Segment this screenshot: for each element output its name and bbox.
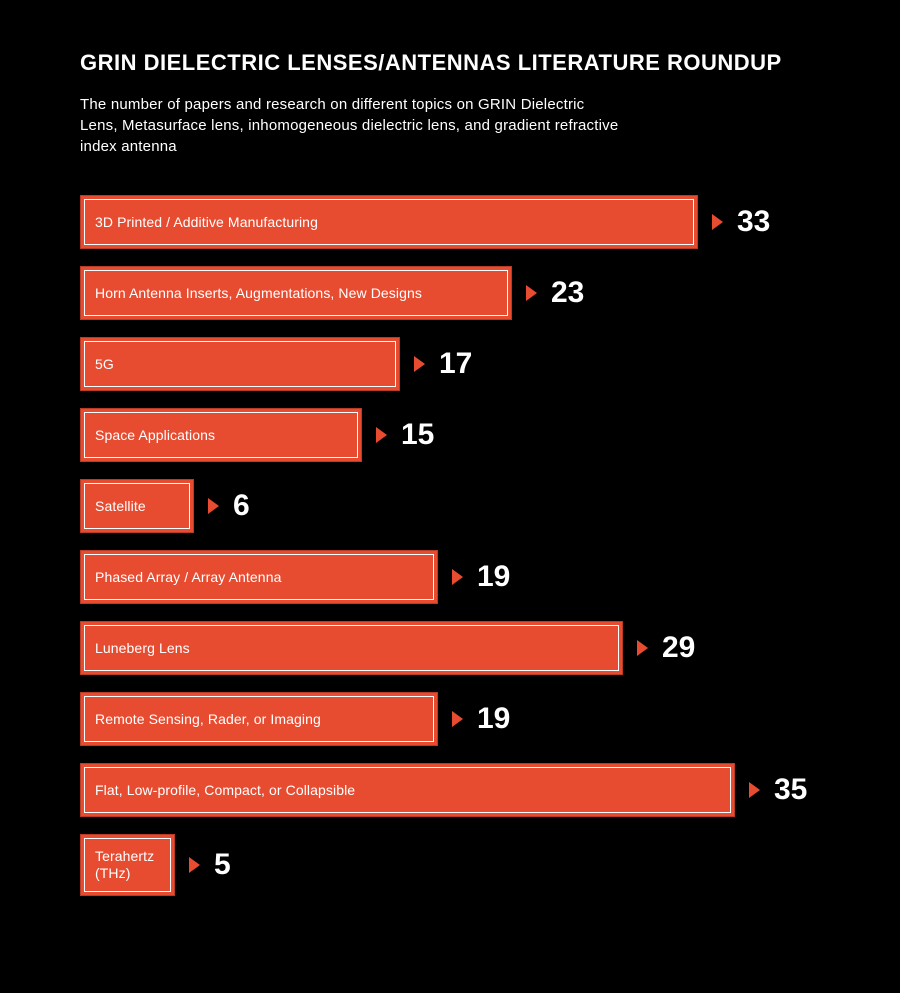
bar-row: Horn Antenna Inserts, Augmentations, New…: [80, 266, 830, 320]
bar-value: 19: [477, 560, 510, 594]
bar: Satellite: [80, 479, 194, 533]
bar-value: 6: [233, 489, 250, 523]
bar: 5G: [80, 337, 400, 391]
arrow-icon: [414, 356, 425, 372]
page-title: GRIN DIELECTRIC LENSES/ANTENNAS LITERATU…: [80, 50, 830, 76]
chart-container: GRIN DIELECTRIC LENSES/ANTENNAS LITERATU…: [0, 0, 900, 936]
bar-row: Flat, Low-profile, Compact, or Collapsib…: [80, 763, 830, 817]
bar-row: Satellite 6: [80, 479, 830, 533]
arrow-icon: [712, 214, 723, 230]
bar: Phased Array / Array Antenna: [80, 550, 438, 604]
arrow-icon: [452, 569, 463, 585]
bar-value: 19: [477, 702, 510, 736]
arrow-icon: [526, 285, 537, 301]
bar-value: 17: [439, 347, 472, 381]
bar: Luneberg Lens: [80, 621, 623, 675]
bar-value: 35: [774, 773, 807, 807]
bar: Terahertz (THz): [80, 834, 175, 896]
bar-row: Phased Array / Array Antenna 19: [80, 550, 830, 604]
bar-value: 5: [214, 848, 231, 882]
arrow-icon: [749, 782, 760, 798]
bar-value: 23: [551, 276, 584, 310]
bar: Space Applications: [80, 408, 362, 462]
bar-row: 5G 17: [80, 337, 830, 391]
bar-value: 29: [662, 631, 695, 665]
bar: Flat, Low-profile, Compact, or Collapsib…: [80, 763, 735, 817]
arrow-icon: [208, 498, 219, 514]
arrow-icon: [376, 427, 387, 443]
bar-row: Remote Sensing, Rader, or Imaging 19: [80, 692, 830, 746]
bar-row: Luneberg Lens 29: [80, 621, 830, 675]
bar-row: 3D Printed / Additive Manufacturing 33: [80, 195, 830, 249]
bar: Remote Sensing, Rader, or Imaging: [80, 692, 438, 746]
arrow-icon: [189, 857, 200, 873]
bar-value: 33: [737, 205, 770, 239]
bar: 3D Printed / Additive Manufacturing: [80, 195, 698, 249]
bar-row: Space Applications 15: [80, 408, 830, 462]
arrow-icon: [452, 711, 463, 727]
page-subtitle: The number of papers and research on dif…: [80, 94, 620, 157]
arrow-icon: [637, 640, 648, 656]
bar-value: 15: [401, 418, 434, 452]
bar-chart: 3D Printed / Additive Manufacturing 33 Hor…: [80, 195, 830, 896]
bar-row: Terahertz (THz) 5: [80, 834, 830, 896]
bar: Horn Antenna Inserts, Augmentations, New…: [80, 266, 512, 320]
